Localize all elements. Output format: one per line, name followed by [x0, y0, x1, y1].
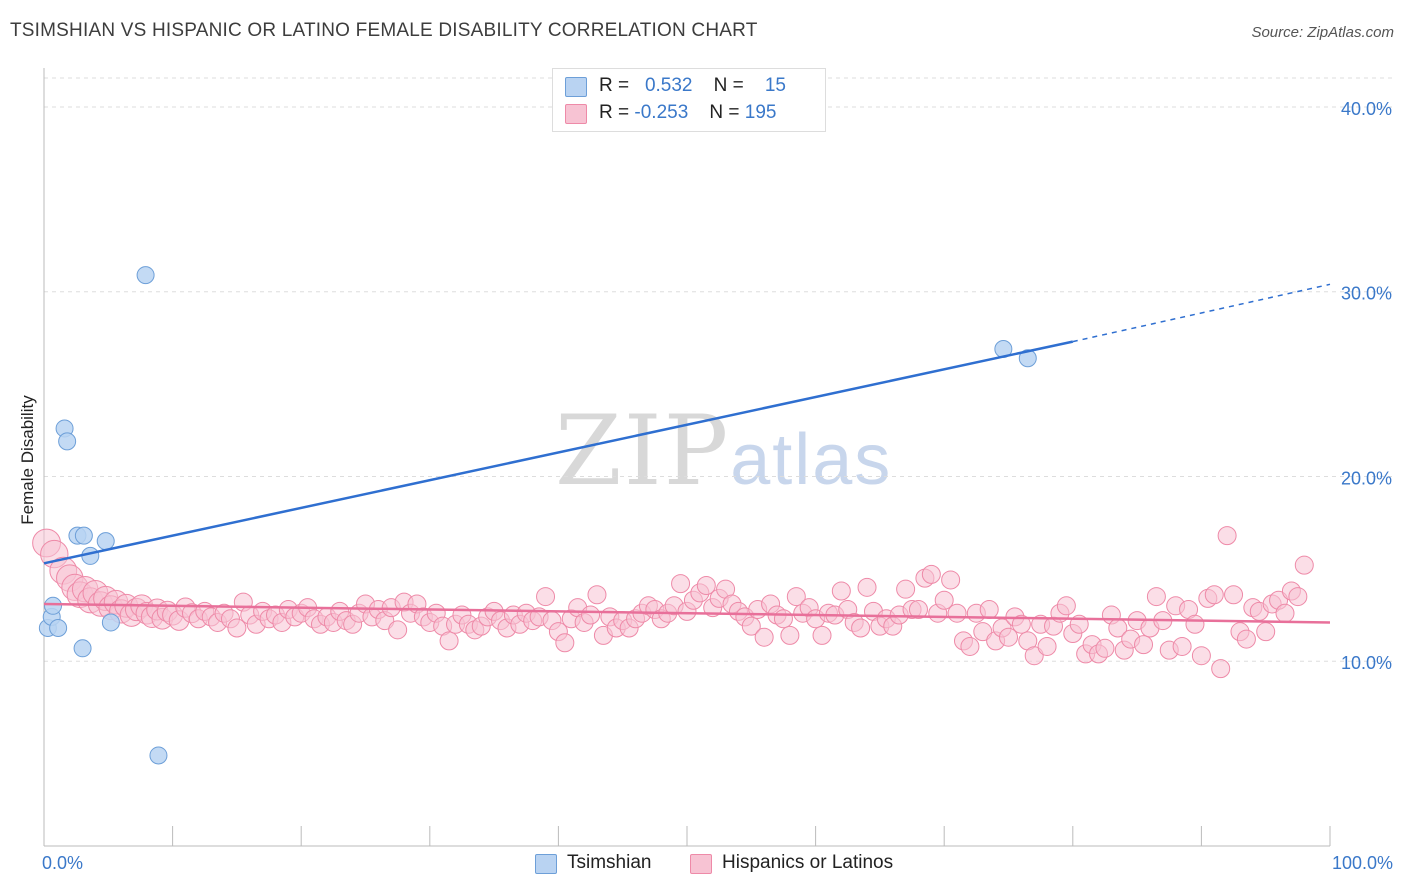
blue-point — [49, 618, 68, 637]
pink-point — [941, 570, 961, 590]
series-label: Tsimshian — [567, 852, 652, 873]
pink-point — [1024, 646, 1044, 666]
pink-point — [555, 633, 575, 653]
pink-point — [921, 564, 941, 584]
pink-point — [1037, 636, 1057, 656]
blue-point — [1018, 349, 1037, 368]
y-tick-label: 40.0% — [1341, 99, 1392, 119]
pink-point — [973, 622, 993, 642]
pink-point — [741, 616, 761, 636]
pink-point — [934, 590, 954, 610]
pink-point — [1191, 646, 1211, 666]
blue-point — [81, 546, 100, 565]
pink-point — [1146, 587, 1166, 607]
blue-point — [149, 746, 168, 765]
legend-n-label: N = — [713, 75, 744, 96]
pink-point — [227, 618, 247, 638]
legend-r-value: -0.253 — [634, 102, 689, 123]
pink-point — [1056, 596, 1076, 616]
legend-swatch-blue — [565, 77, 587, 97]
blue-point — [136, 266, 155, 285]
pink-point — [536, 587, 556, 607]
watermark-zip: ZIP — [555, 395, 731, 507]
chart-title: TSIMSHIAN VS HISPANIC OR LATINO FEMALE D… — [10, 20, 758, 41]
pink-point — [1095, 638, 1115, 658]
correlation-legend: R = 0.532 N = 15 R = -0.253 N = 195 — [552, 68, 826, 132]
blue-point — [96, 532, 115, 551]
pink-point — [1172, 636, 1192, 656]
pink-point — [831, 581, 851, 601]
blue-point — [101, 613, 120, 632]
pink-point — [908, 600, 928, 620]
pink-point — [1011, 614, 1031, 634]
pink-point — [1204, 585, 1224, 605]
pink-point — [947, 603, 967, 623]
legend-r-label: R = — [599, 102, 630, 123]
y-tick-label: 20.0% — [1341, 468, 1392, 488]
y-tick-label: 30.0% — [1341, 284, 1392, 304]
blue-point — [74, 526, 93, 545]
pink-point — [780, 625, 800, 645]
pink-point — [1185, 614, 1205, 634]
pink-point — [896, 579, 916, 599]
pink-point — [1294, 555, 1314, 575]
blue-point — [73, 639, 92, 658]
pink-point — [773, 609, 793, 629]
pink-point — [388, 620, 408, 640]
legend-n-label: N = — [709, 102, 740, 123]
pink-point — [696, 575, 716, 595]
blue-point — [44, 596, 63, 615]
series-swatch-pink — [690, 854, 712, 874]
pink-point — [851, 618, 871, 638]
series-swatch-blue — [535, 854, 557, 874]
pink-point — [1217, 526, 1237, 546]
pink-point — [1211, 659, 1231, 679]
pink-trend-line — [43, 602, 1331, 624]
pink-point — [587, 585, 607, 605]
source-credit: Source: ZipAtlas.com — [1251, 24, 1394, 41]
legend-r-value: 0.532 — [644, 75, 693, 96]
pink-point — [1275, 603, 1295, 623]
watermark-atlas: atlas — [730, 420, 893, 500]
legend-swatch-pink — [565, 104, 587, 124]
x-tick-label: 0.0% — [42, 853, 83, 873]
x-tick-label: 100.0% — [1332, 853, 1393, 873]
watermark: ZIPatlas — [555, 395, 892, 507]
pink-point — [857, 577, 877, 597]
blue-trend-line — [43, 340, 1074, 565]
y-tick-label: 10.0% — [1341, 653, 1392, 673]
pink-point — [754, 627, 774, 647]
pink-point — [581, 605, 601, 625]
y-axis-label: Female Disability — [18, 395, 37, 525]
pink-point — [979, 600, 999, 620]
blue-point — [58, 432, 77, 451]
pink-point — [1256, 622, 1276, 642]
legend-n-value: 15 — [764, 75, 786, 96]
pink-point — [439, 631, 459, 651]
pink-point — [786, 587, 806, 607]
pink-point — [671, 574, 691, 594]
pink-point — [1224, 585, 1244, 605]
pink-point — [960, 636, 980, 656]
legend-n-value: 195 — [744, 102, 777, 123]
legend-r-label: R = — [599, 75, 630, 96]
pink-point — [812, 625, 832, 645]
pink-point — [1288, 587, 1308, 607]
blue-trend-extension — [1072, 283, 1331, 343]
pink-point — [1134, 635, 1154, 655]
pink-point — [1236, 629, 1256, 649]
pink-point — [999, 627, 1018, 647]
series-label: Hispanics or Latinos — [722, 852, 894, 873]
